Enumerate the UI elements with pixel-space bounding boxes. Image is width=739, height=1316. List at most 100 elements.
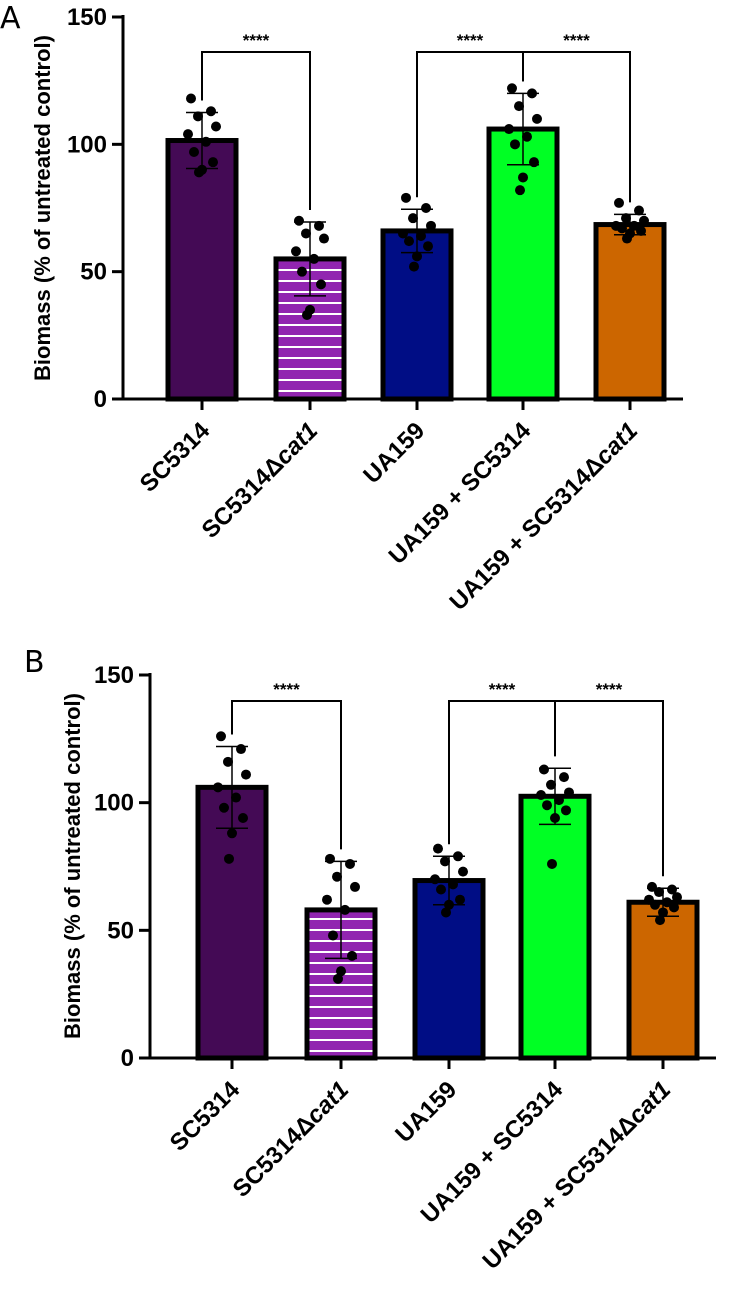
data-point <box>634 205 644 216</box>
category-label-part: SC5314 <box>135 417 216 498</box>
data-point <box>301 228 311 239</box>
x-category-label: UA159 <box>358 417 430 489</box>
data-point <box>458 866 468 877</box>
panel-letter: B <box>24 645 45 680</box>
data-point <box>345 858 355 869</box>
data-point <box>350 881 360 892</box>
data-point <box>213 782 223 793</box>
data-point <box>238 812 248 823</box>
data-point <box>224 853 234 864</box>
x-category-label: SC5314 <box>135 417 216 498</box>
data-point <box>554 795 564 806</box>
data-point <box>510 139 520 150</box>
data-point <box>297 266 307 277</box>
data-point <box>453 851 463 862</box>
significance-label: **** <box>243 31 270 50</box>
significance-label: **** <box>489 680 516 699</box>
bar <box>518 793 592 1061</box>
data-point <box>314 220 324 231</box>
data-point <box>189 146 199 157</box>
data-point <box>622 233 632 244</box>
data-point <box>536 790 546 801</box>
data-point <box>408 213 418 224</box>
data-point <box>647 881 657 892</box>
data-point <box>206 106 216 117</box>
data-point <box>639 215 649 226</box>
x-category-label: UA159 + SC5314Δcat1 <box>444 417 643 616</box>
data-point <box>347 950 357 961</box>
data-point <box>319 233 329 244</box>
data-point <box>650 899 660 910</box>
bar <box>626 899 700 1061</box>
data-point <box>291 246 301 257</box>
data-point <box>441 907 451 918</box>
data-point <box>201 136 211 147</box>
y-tick-label: 50 <box>80 259 107 286</box>
data-point <box>426 220 436 231</box>
data-point <box>294 215 304 226</box>
data-point <box>514 101 524 112</box>
panel-b: B Biomass (% of untreated control) 0 50 100 1… <box>24 645 716 1275</box>
significance-label: **** <box>596 680 623 699</box>
data-point <box>444 899 454 910</box>
category-label-part: SC5314Δ <box>228 1110 321 1203</box>
data-point <box>208 157 218 168</box>
data-point <box>404 236 414 247</box>
data-point <box>322 894 332 905</box>
category-label-part: SC5314Δ <box>197 451 290 544</box>
data-point <box>532 113 542 124</box>
data-point <box>614 197 624 208</box>
category-label-part: UA159 <box>390 1076 462 1148</box>
data-point <box>223 756 233 767</box>
significance-label: **** <box>563 31 590 50</box>
data-point <box>529 157 539 168</box>
data-point <box>333 973 343 984</box>
panel-a: A Biomass (% of untreated control) 0 50 100 1… <box>0 1 683 616</box>
data-point <box>430 874 440 885</box>
y-tick-label: 50 <box>107 917 134 944</box>
y-tick-label: 150 <box>94 662 134 689</box>
data-point <box>559 772 569 783</box>
data-point <box>617 223 627 234</box>
data-point <box>542 800 552 811</box>
bar <box>486 126 560 402</box>
significance-bracket <box>201 51 311 211</box>
data-point <box>669 902 679 913</box>
data-point <box>515 185 525 196</box>
data-point <box>421 203 431 213</box>
x-category-label: UA159 + SC5314Δcat1 <box>477 1076 676 1275</box>
data-point <box>654 887 664 898</box>
data-point <box>336 966 346 977</box>
data-point <box>332 871 342 882</box>
data-point <box>655 915 665 926</box>
x-category-label: SC5314Δcat1 <box>228 1076 355 1203</box>
data-point <box>423 241 433 252</box>
y-tick-label: 0 <box>121 1045 134 1072</box>
data-point <box>561 805 571 816</box>
data-point <box>433 843 443 854</box>
data-point <box>219 802 229 813</box>
significance-bracket <box>522 51 631 203</box>
bar <box>165 138 239 402</box>
data-point <box>401 192 411 203</box>
data-point <box>448 879 458 890</box>
significance-label: **** <box>273 680 300 699</box>
data-point <box>547 858 557 869</box>
x-category-label: SC5314 <box>165 1076 246 1157</box>
data-point <box>316 279 326 290</box>
data-point <box>564 787 574 798</box>
significance-bracket <box>554 700 664 877</box>
data-point <box>672 892 682 903</box>
y-tick-label: 0 <box>94 386 107 413</box>
data-point <box>539 764 549 775</box>
data-point <box>629 220 639 231</box>
significance-bracket <box>231 700 342 850</box>
data-point <box>440 856 450 867</box>
y-tick-label: 150 <box>67 4 107 31</box>
y-axis-label: Biomass (% of untreated control) <box>30 35 55 381</box>
data-point <box>231 792 241 803</box>
data-point <box>409 261 419 272</box>
data-point <box>186 93 196 104</box>
data-point <box>412 251 422 262</box>
